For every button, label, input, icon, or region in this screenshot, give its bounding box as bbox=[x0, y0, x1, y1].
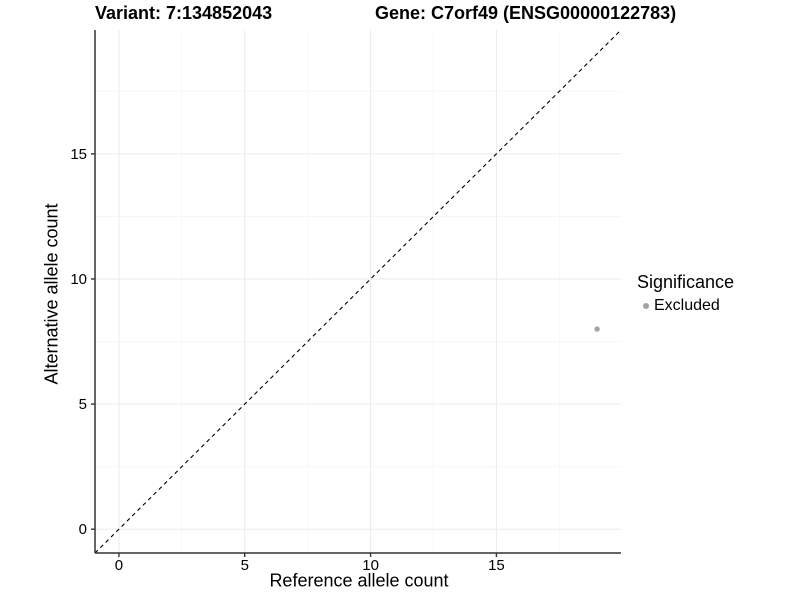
plot-title-gene: Gene: C7orf49 (ENSG00000122783) bbox=[375, 3, 677, 23]
x-axis-title: Reference allele count bbox=[269, 570, 449, 591]
legend-key bbox=[637, 298, 654, 315]
identity-line bbox=[94, 29, 622, 554]
y-tick-label: 10 bbox=[70, 271, 87, 288]
x-tick-label: 15 bbox=[488, 557, 505, 574]
x-tick-label: 10 bbox=[362, 557, 379, 574]
data-point bbox=[594, 326, 600, 332]
x-tick-label: 5 bbox=[241, 557, 249, 574]
y-axis-title: Alternative allele count bbox=[41, 203, 62, 385]
plot-title-variant: Variant: 7:134852043 bbox=[95, 3, 273, 23]
legend: Significance Excluded bbox=[637, 271, 734, 316]
legend-item-excluded: Excluded bbox=[637, 296, 734, 316]
x-tick-label: 0 bbox=[115, 557, 123, 574]
legend-point-icon bbox=[642, 303, 649, 309]
legend-title: Significance bbox=[637, 272, 735, 292]
legend-item-label: Excluded bbox=[654, 297, 720, 314]
y-tick-label: 5 bbox=[79, 396, 87, 413]
y-tick-label: 0 bbox=[79, 521, 87, 538]
y-tick-label: 15 bbox=[70, 146, 87, 163]
